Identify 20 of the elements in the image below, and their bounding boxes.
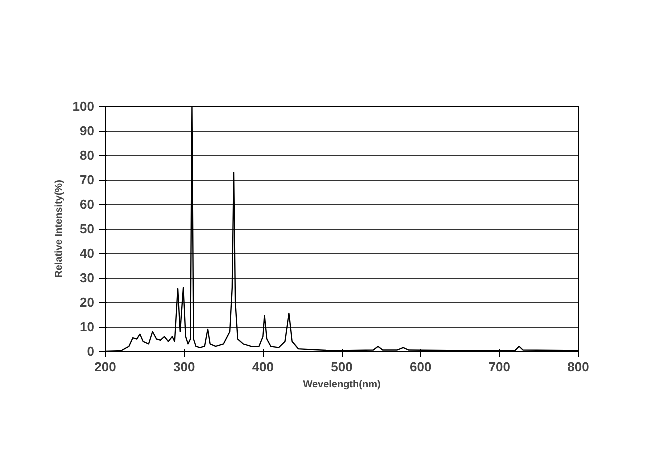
x-tick-label: 400 [252, 360, 274, 374]
y-tick-label: 70 [80, 172, 95, 188]
y-tick-label: 0 [87, 344, 95, 359]
x-tick-label: 800 [568, 360, 590, 374]
y-tick-label: 10 [80, 320, 95, 334]
y-tick-label: 20 [80, 295, 95, 310]
x-tick-label: 200 [94, 360, 116, 374]
x-tick-label: 300 [173, 360, 196, 374]
y-tick-label: 100 [72, 99, 95, 114]
x-axis-title: Wevelength(nm) [303, 380, 381, 390]
y-tick-label: 60 [80, 197, 95, 212]
y-tick-label: 50 [80, 222, 95, 236]
y-tick-label: 40 [80, 246, 95, 261]
x-tick-label: 500 [331, 360, 353, 374]
y-tick-label: 90 [80, 124, 95, 138]
x-tick-label: 700 [488, 360, 511, 374]
y-axis-title: Relative Intensity(%) [54, 180, 65, 278]
y-tick-label: 80 [80, 148, 95, 163]
x-tick-label: 600 [410, 360, 432, 374]
y-tick-label: 30 [80, 270, 95, 286]
